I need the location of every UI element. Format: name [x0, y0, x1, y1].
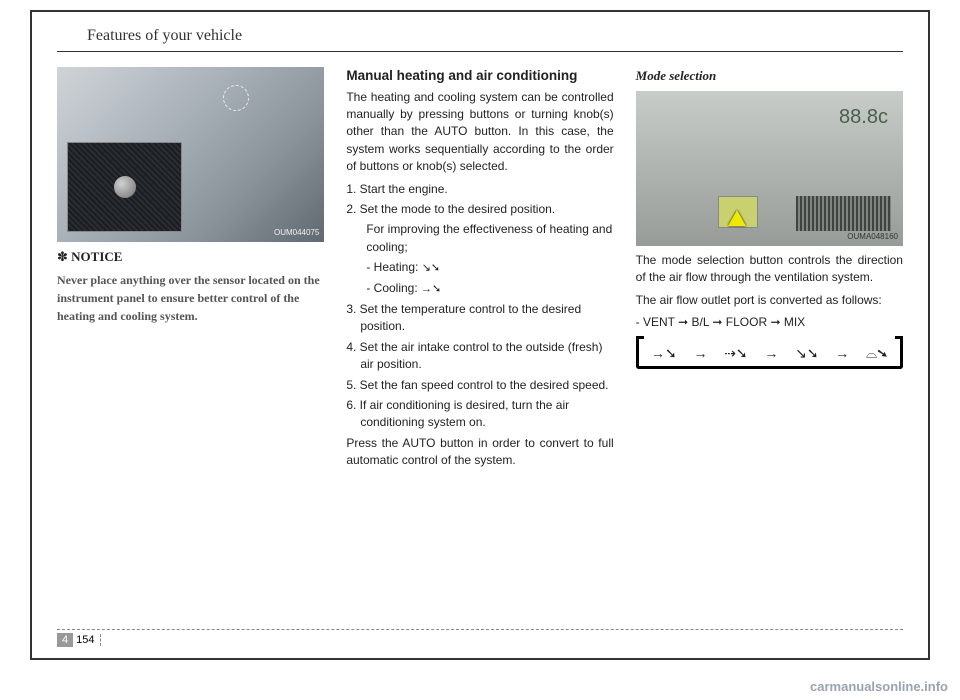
- page-footer: 4154: [57, 629, 903, 646]
- step-5: 5. Set the fan speed control to the desi…: [346, 377, 613, 394]
- manual-heading: Manual heating and air condi­tioning: [346, 67, 613, 85]
- notice-mark: ✽: [57, 249, 68, 264]
- mode-flow-diagram: →➘ → ⇢➘ → ↘➘ → ⌓➘: [636, 339, 903, 369]
- cooling-label: - Cooling:: [366, 281, 417, 295]
- step-6: 6. If air conditioning is desired, turn …: [346, 397, 613, 432]
- temp-display: 88.8c: [839, 103, 888, 132]
- heating-label: - Heating:: [366, 260, 418, 274]
- arrow-icon: →: [693, 343, 707, 363]
- content-columns: OUM044075 ✽ NOTICE Never place anything …: [57, 67, 903, 587]
- cooling-line: - Cooling: →➘: [346, 280, 613, 298]
- mode-p2: The air flow outlet port is converted as…: [636, 292, 903, 309]
- floor-airflow-icon: ↘➘: [422, 262, 440, 274]
- step-4: 4. Set the air intake control to the out…: [346, 339, 613, 374]
- bilevel-icon: ⇢➘: [724, 343, 747, 363]
- sensor-photo: OUM044075: [57, 67, 324, 242]
- sensor-dome-icon: [114, 176, 136, 198]
- chapter-number: 4: [57, 633, 73, 647]
- floor-icon: ↘➘: [795, 343, 818, 363]
- sensor-inset: [67, 142, 182, 232]
- column-middle: Manual heating and air condi­tioning The…: [346, 67, 613, 587]
- mode-heading: Mode selection: [636, 67, 903, 86]
- heating-line: - Heating: ↘➘: [346, 259, 613, 277]
- arrow-icon: →: [835, 343, 849, 363]
- face-airflow-icon: →➘: [421, 283, 441, 295]
- up-arrow-icon: [728, 210, 746, 226]
- step-2-sub: For improving the effectiveness of heati…: [346, 221, 613, 256]
- mode-photo: 88.8c OUMA048160: [636, 91, 903, 246]
- notice-text: Never place anything over the sensor loc…: [57, 271, 324, 325]
- page-header: Features of your vehicle: [57, 27, 903, 52]
- airflow-sequence: - VENT ➞ B/L ➞ FLOOR ➞ MIX: [636, 314, 903, 331]
- manual-intro: The heating and cooling system can be co…: [346, 89, 613, 176]
- step-2: 2. Set the mode to the desired posi­tion…: [346, 201, 613, 218]
- mode-p1: The mode selection button controls the d…: [636, 252, 903, 287]
- steps-list: 1. Start the engine. 2. Set the mode to …: [346, 181, 613, 219]
- mix-icon: ⌓➘: [866, 343, 888, 363]
- notice-heading: ✽ NOTICE: [57, 248, 324, 267]
- manual-outro: Press the AUTO button in order to conver…: [346, 435, 613, 470]
- arrow-icon: →: [764, 343, 778, 363]
- column-right: Mode selection 88.8c OUMA048160 The mode…: [636, 67, 903, 587]
- vent-grille-icon: [796, 196, 891, 231]
- footer-numbers: 4154: [57, 634, 101, 646]
- photo-code-1: OUM044075: [274, 227, 319, 239]
- photo-code-2: OUMA048160: [847, 231, 898, 243]
- sensor-highlight-circle: [223, 85, 249, 111]
- page-number: 154: [76, 634, 94, 646]
- steps-list-2: 3. Set the temperature control to the de…: [346, 301, 613, 432]
- manual-page: Features of your vehicle OUM044075 ✽ NOT…: [30, 10, 930, 660]
- header-title: Features of your vehicle: [87, 27, 242, 44]
- notice-label: NOTICE: [71, 249, 122, 264]
- watermark: carmanualsonline.info: [810, 679, 948, 694]
- column-left: OUM044075 ✽ NOTICE Never place anything …: [57, 67, 324, 587]
- step-3: 3. Set the temperature control to the de…: [346, 301, 613, 336]
- step-1: 1. Start the engine.: [346, 181, 613, 198]
- vent-icon: →➘: [651, 343, 677, 363]
